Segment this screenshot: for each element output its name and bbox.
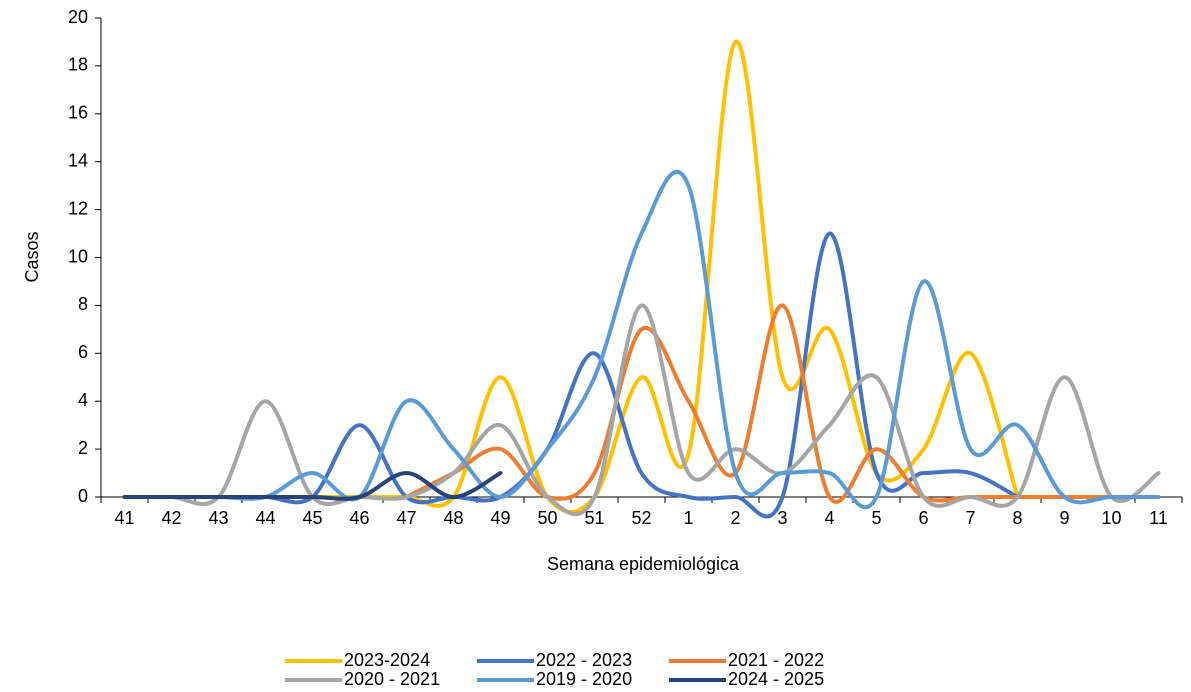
y-tick-label: 4	[78, 390, 88, 410]
series-line	[404, 303, 1114, 504]
series-line	[122, 471, 503, 501]
y-tick-label: 16	[68, 103, 88, 123]
x-tick-label: 48	[443, 508, 463, 528]
x-tick-label: 49	[490, 508, 510, 528]
x-tick-label: 46	[349, 508, 369, 528]
y-tick-label: 14	[68, 150, 88, 170]
x-tick-label: 9	[1059, 508, 1069, 528]
legend-label: 2023-2024	[344, 650, 430, 670]
series-line	[122, 303, 1161, 517]
x-tick-label: 4	[824, 508, 834, 528]
x-tick-label: 45	[302, 508, 322, 528]
x-tick-label: 8	[1012, 508, 1022, 528]
x-tick-label: 10	[1101, 508, 1121, 528]
y-tick-label: 18	[68, 55, 88, 75]
x-tick-label: 7	[965, 508, 975, 528]
legend-label: 2022 - 2023	[536, 650, 632, 670]
legend-label: 2020 - 2021	[344, 669, 440, 689]
y-tick-label: 10	[68, 246, 88, 266]
y-tick-label: 0	[78, 486, 88, 506]
series-line	[122, 39, 1020, 514]
x-tick-label: 2	[730, 508, 740, 528]
y-tick-label: 2	[78, 438, 88, 458]
x-tick-label: 47	[396, 508, 416, 528]
x-tick-label: 41	[114, 508, 134, 528]
x-tick-label: 1	[683, 508, 693, 528]
x-tick-label: 50	[537, 508, 557, 528]
legend-label: 2021 - 2022	[728, 650, 824, 670]
x-tick-label: 6	[918, 508, 928, 528]
y-axis-title: Casos	[22, 231, 42, 282]
x-tick-label: 42	[161, 508, 181, 528]
series-line	[122, 169, 1161, 510]
x-tick-label: 5	[871, 508, 881, 528]
series-line	[122, 231, 1020, 519]
y-tick-label: 8	[78, 294, 88, 314]
legend-label: 2019 - 2020	[536, 669, 632, 689]
y-tick-label: 6	[78, 342, 88, 362]
y-tick-label: 20	[68, 7, 88, 27]
y-tick-label: 12	[68, 198, 88, 218]
x-tick-label: 51	[584, 508, 604, 528]
x-tick-label: 11	[1149, 508, 1168, 528]
legend-label: 2024 - 2025	[728, 669, 824, 689]
x-tick-label: 52	[631, 508, 651, 528]
x-axis-title: Semana epidemiológica	[547, 554, 740, 574]
x-tick-label: 43	[208, 508, 228, 528]
x-tick-label: 3	[777, 508, 787, 528]
x-tick-label: 44	[255, 508, 275, 528]
